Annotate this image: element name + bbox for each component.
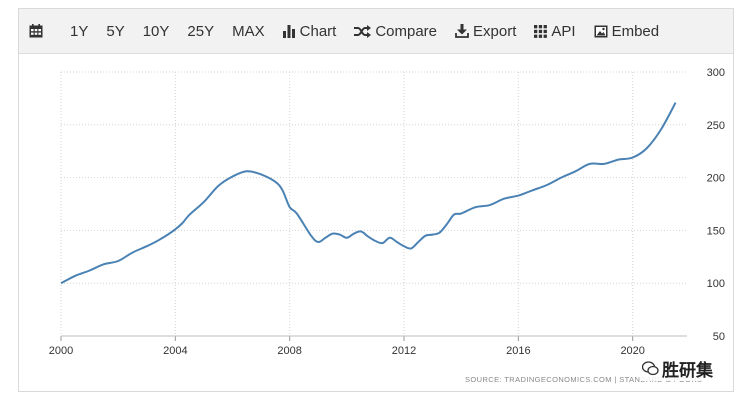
watermark-text: 胜研集 [662, 361, 713, 380]
y-tick-label: 250 [707, 120, 725, 132]
x-tick-label: 2012 [392, 345, 416, 357]
shuffle-icon [354, 24, 372, 38]
y-tick-label: 50 [713, 331, 725, 343]
embed-button[interactable]: Embed [585, 9, 669, 53]
bar-chart-icon [282, 24, 295, 38]
range-5y-button[interactable]: 5Y [106, 22, 125, 40]
y-tick-label: 200 [707, 173, 725, 185]
x-tick-label: 2000 [49, 345, 73, 357]
x-tick-label: 2008 [277, 345, 301, 357]
compare-button[interactable]: Compare [345, 9, 446, 53]
embed-label: Embed [611, 22, 660, 40]
source-text: SOURCE: TRADINGECONOMICS.COM | STANDARD … [465, 375, 703, 384]
chart-area: 50 100 150 200 250 300 2000 2004 2008 2012 2016 202… [19, 54, 733, 392]
range-max-button[interactable]: MAX [232, 22, 265, 40]
chart-type-label: Chart [299, 22, 337, 40]
watermark: 胜研集 [640, 356, 715, 381]
image-icon [594, 25, 608, 37]
api-button[interactable]: API [525, 9, 584, 53]
line-chart: 50 100 150 200 250 300 2000 2004 2008 2012 2016 202… [49, 67, 725, 384]
range-1y-button[interactable]: 1Y [70, 22, 89, 40]
y-tick-label: 300 [707, 67, 725, 79]
export-button[interactable]: Export [446, 9, 525, 53]
calendar-button[interactable] [19, 9, 61, 53]
y-tick-label: 100 [707, 278, 725, 290]
chart-type-button[interactable]: Chart [274, 9, 346, 53]
x-tick-label: 2004 [163, 345, 187, 357]
export-label: Export [473, 22, 517, 40]
range-10y-button[interactable]: 10Y [142, 22, 170, 40]
x-tick-label: 2016 [506, 345, 530, 357]
chart-toolbar: 1Y 5Y 10Y 25Y MAX Chart Compare Export [19, 9, 733, 54]
y-tick-label: 150 [707, 225, 725, 237]
grid-icon [534, 24, 548, 38]
range-25y-button[interactable]: 25Y [187, 22, 215, 40]
download-icon [455, 24, 469, 38]
chart-widget: 1Y 5Y 10Y 25Y MAX Chart Compare Export [18, 8, 734, 392]
x-tick-label: 2020 [620, 345, 644, 357]
wechat-logo-icon [642, 361, 659, 376]
calendar-icon [29, 24, 43, 38]
compare-label: Compare [375, 22, 438, 40]
api-label: API [551, 22, 576, 40]
series-line [60, 102, 677, 285]
